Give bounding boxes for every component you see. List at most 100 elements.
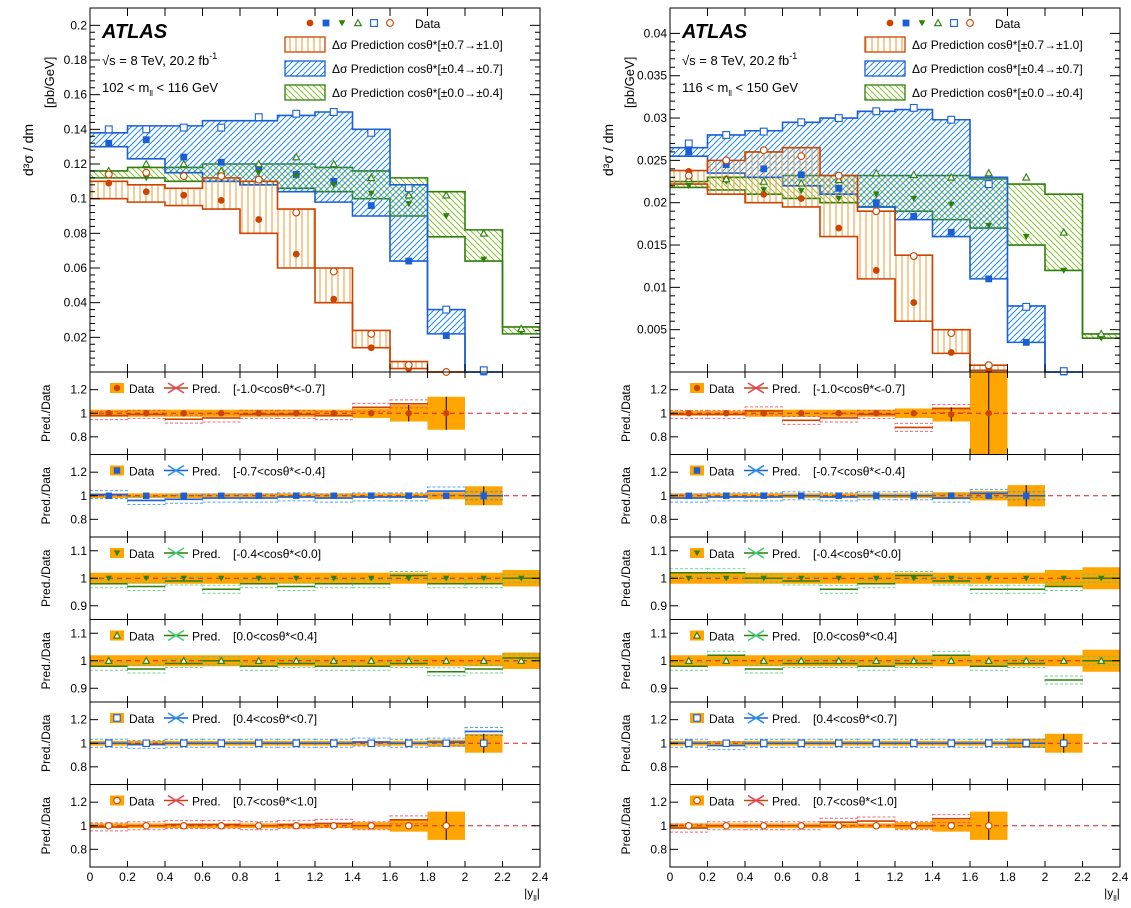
data-point: [441, 190, 451, 199]
data-point: [254, 159, 264, 168]
data-point: [834, 656, 843, 664]
data-point: [405, 257, 413, 265]
band-bin: [352, 129, 390, 216]
data-point: [443, 575, 450, 582]
ratio-y-label: Pred./Data: [39, 632, 53, 690]
data-point: [872, 207, 881, 216]
data-point: [835, 195, 843, 202]
data-point: [180, 821, 188, 830]
data-point: [480, 256, 488, 263]
data-point: [760, 410, 767, 417]
data-point: [946, 172, 956, 181]
data-point: [179, 656, 188, 664]
data-point: [902, 19, 910, 27]
ratio-ytick-label: 1.2: [650, 465, 667, 479]
data-point: [479, 366, 488, 375]
data-point: [685, 148, 693, 156]
ratio-ytick-label: 1.2: [650, 713, 667, 727]
data-point: [329, 108, 338, 116]
ytick-label: 0.02: [64, 330, 88, 344]
xtick-label: 0: [87, 870, 94, 884]
band-series-1: [670, 108, 1083, 373]
data-point: [760, 575, 767, 582]
data-point: [910, 575, 917, 582]
ytick-label: 0.02: [644, 196, 668, 210]
data-point: [104, 656, 113, 664]
data-point: [370, 19, 378, 27]
ratio-panel-0: 0.8 1 1.2 Pred./Data Data Pred. [-1.0<cosθ*<-0…: [619, 371, 1121, 455]
data-point: [684, 739, 693, 747]
data-point: [798, 410, 805, 417]
ratio-panel-3: 0.9 1 1.1 Pred./Data Data Pred. [0.0<cosθ*<0.4…: [39, 619, 541, 703]
ratio-legend-data: Data: [709, 630, 735, 644]
data-point: [685, 575, 692, 582]
data-point: [948, 492, 955, 499]
data-point: [442, 656, 451, 664]
data-point: [292, 821, 300, 830]
energy-label: √s = 8 TeV, 20.2 fb-1: [682, 51, 797, 68]
ratio-legend-pred-mark: [747, 629, 765, 642]
xtick-label: 2.4: [1112, 870, 1129, 884]
data-point: [113, 796, 121, 805]
data-point: [933, 18, 943, 27]
ratio-legend-data: Data: [129, 465, 155, 479]
legend-swatch: [864, 84, 906, 101]
data-point: [367, 190, 375, 197]
data-point: [1023, 492, 1030, 499]
data-point: [1098, 575, 1105, 582]
data-point: [142, 656, 151, 664]
legend: Data Δσ Prediction cosθ*[±0.7→±1.0] Δσ Pre…: [284, 17, 503, 101]
data-series-3: [104, 152, 526, 332]
ratio-panel-5: 0.8 1 1.2 Pred./Data Data Pred. [0.7<cosθ*<1.0…: [39, 784, 541, 868]
xtick-label: 0.8: [812, 870, 829, 884]
data-point: [366, 173, 376, 182]
data-point: [722, 156, 731, 165]
ratio-ytick-label: 1.2: [650, 383, 667, 397]
data-point: [113, 384, 121, 392]
y-axis-unit: [pb/GeV]: [622, 57, 637, 108]
data-point: [797, 118, 806, 127]
data-point: [442, 739, 450, 747]
data-series-4: [104, 108, 488, 375]
data-point: [798, 492, 805, 499]
mass-window-label: 102 < mll < 116 GeV: [102, 80, 218, 98]
mass-window-label: 116 < mll < 150 GeV: [682, 80, 798, 98]
data-series-4: [684, 103, 1068, 376]
data-point: [516, 324, 526, 332]
xtick-label: 1.2: [307, 870, 324, 884]
data-point: [143, 575, 150, 582]
ytick-label: 0.025: [637, 153, 667, 167]
ytick-label: 0.1: [70, 192, 87, 206]
ratio-legend-range: [-0.4<cosθ*<0.0]: [813, 547, 901, 561]
data-point: [142, 821, 151, 830]
ytick-label: 0.2: [70, 18, 87, 32]
ratio-legend-range: [0.0<cosθ*<0.4]: [813, 630, 897, 644]
data-point: [217, 197, 225, 204]
xtick-label: 0.4: [737, 870, 754, 884]
data-point: [180, 410, 187, 417]
ratio-legend-pred-mark: [167, 382, 185, 394]
x-axis-label: |yll|: [1104, 886, 1120, 903]
legend-pred-label: Δσ Prediction cosθ*[±0.7→±1.0]: [912, 38, 1083, 52]
ratio-y-label: Pred./Data: [619, 384, 633, 442]
ratio-ytick-label: 1.1: [70, 626, 87, 640]
data-point: [254, 113, 263, 122]
data-point: [404, 190, 414, 199]
ratio-legend-pred: Pred.: [192, 465, 221, 479]
data-point: [254, 656, 263, 664]
data-point: [984, 361, 993, 370]
ratio-y-label: Pred./Data: [619, 632, 633, 690]
data-point: [685, 492, 692, 499]
ytick-label: 0.03: [644, 111, 668, 125]
band-bin: [240, 181, 278, 234]
data-point: [255, 410, 262, 417]
data-point: [985, 410, 992, 417]
energy-exponent: -1: [209, 51, 217, 61]
data-point: [948, 411, 955, 418]
ratio-legend-data: Data: [129, 712, 155, 726]
ytick-label: 0.08: [64, 226, 88, 240]
ratio-legend-pred: Pred.: [772, 795, 801, 809]
data-point: [984, 739, 993, 747]
legend-swatch: [284, 84, 326, 101]
